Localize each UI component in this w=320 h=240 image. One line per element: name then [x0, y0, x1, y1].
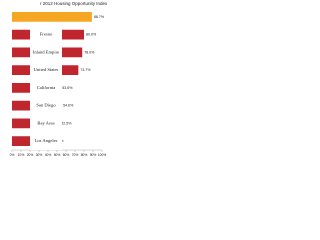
x-tick-label: 90%	[90, 153, 97, 157]
label-backdrop	[30, 43, 62, 62]
category-label: Inland Empire	[33, 49, 59, 54]
value-label: 80.0%	[86, 33, 97, 37]
value-label: 73.7%	[80, 68, 91, 72]
category-label: United States	[34, 67, 59, 72]
category-label: Fresno	[40, 32, 53, 37]
value-label: 88.7%	[94, 15, 105, 19]
label-backdrop	[30, 61, 62, 79]
x-tick-label: 100%	[98, 153, 107, 157]
x-tick-label: 0%	[10, 153, 15, 157]
x-tick-label: 70%	[72, 153, 79, 157]
chart-title: r 2012 Housing Opportunity Index	[40, 1, 108, 6]
category-label: San Diego	[36, 103, 56, 108]
value-label: 54.6%	[63, 104, 74, 108]
chart: r 2012 Housing Opportunity Index 0% 10% 20…	[10, 1, 108, 157]
label-backdrop	[30, 96, 62, 115]
category-label: Los Angeles	[35, 138, 58, 143]
x-tick-label: 40%	[45, 153, 52, 157]
value-label: 53.6%	[62, 86, 73, 90]
label-backdrop	[30, 114, 62, 133]
x-tick-label: 20%	[27, 153, 34, 157]
label-backdrop	[30, 132, 62, 150]
value-label: 78.0%	[84, 50, 95, 54]
bar	[12, 11, 92, 22]
category-label: California	[37, 85, 56, 90]
label-backdrop	[30, 79, 62, 97]
x-tick-label: 50%	[54, 153, 61, 157]
value-label: 52.5%	[61, 121, 72, 125]
x-tick-label: 30%	[36, 153, 43, 157]
x-tick-label: 80%	[81, 153, 88, 157]
x-tick-label: 10%	[18, 153, 25, 157]
x-tick-label: 60%	[63, 153, 70, 157]
label-backdrop	[30, 25, 62, 44]
category-label: Bay Area	[37, 120, 54, 125]
